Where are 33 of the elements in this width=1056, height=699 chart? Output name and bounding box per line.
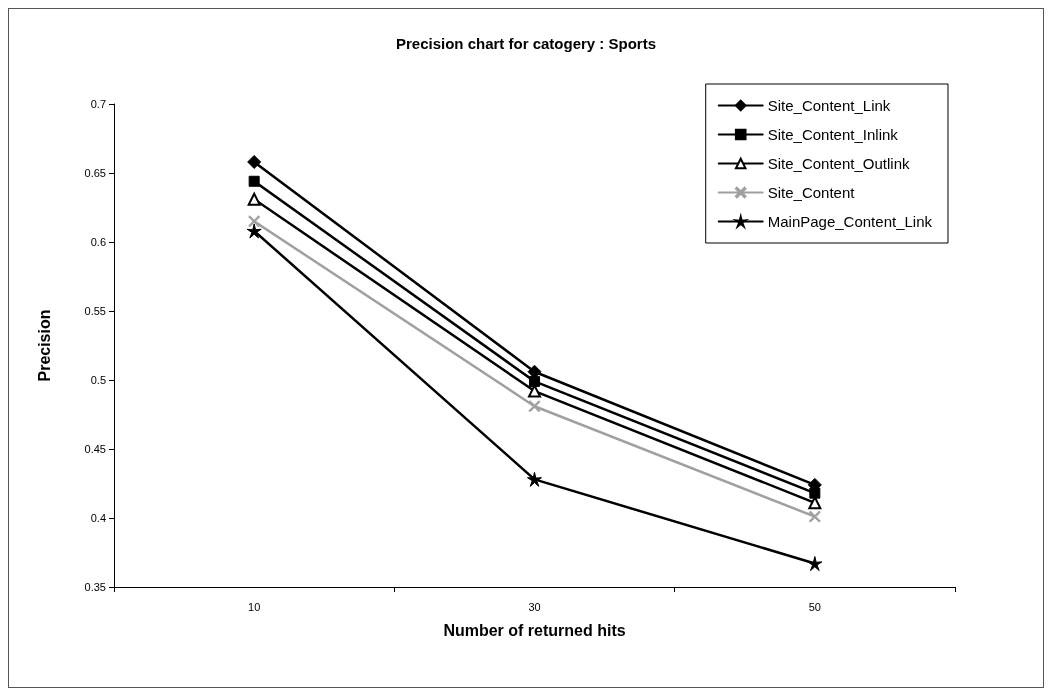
point [807,556,823,572]
point [809,487,821,499]
y-tick-label: 0.7 [90,98,106,110]
legend-label: Site_Content_Outlink [767,155,910,172]
point [527,364,542,379]
chart-title: Precision chart for catogery : Sports [395,35,657,52]
legend-label: Site_Content_Link [767,97,891,114]
x-tick-label: 50 [808,600,821,613]
y-tick-label: 0.5 [90,374,106,386]
legend-label: Site_Content [767,184,856,201]
point [248,215,261,228]
point [529,375,540,387]
point [246,223,262,239]
legend-label: MainPage_Content_Link [767,213,933,230]
point [248,175,260,187]
point [247,192,261,206]
point [528,400,541,413]
x-axis-title: Number of returned hits [443,621,626,639]
y-tick-label: 0.35 [84,581,106,593]
y-tick-label: 0.45 [84,443,106,455]
point [808,496,822,510]
x-tick-label: 10 [248,600,261,613]
y-tick-label: 0.65 [84,167,106,179]
x-tick-label: 30 [528,600,541,613]
legend-label: Site_Content_Inlink [767,126,899,143]
point [247,154,262,169]
y-tick-label: 0.55 [84,305,106,317]
point [527,471,542,487]
y-tick-label: 0.6 [90,236,106,248]
point [808,510,821,523]
y-axis-title: Precision [35,309,53,382]
y-tick-label: 0.4 [90,512,106,524]
point [528,384,541,398]
